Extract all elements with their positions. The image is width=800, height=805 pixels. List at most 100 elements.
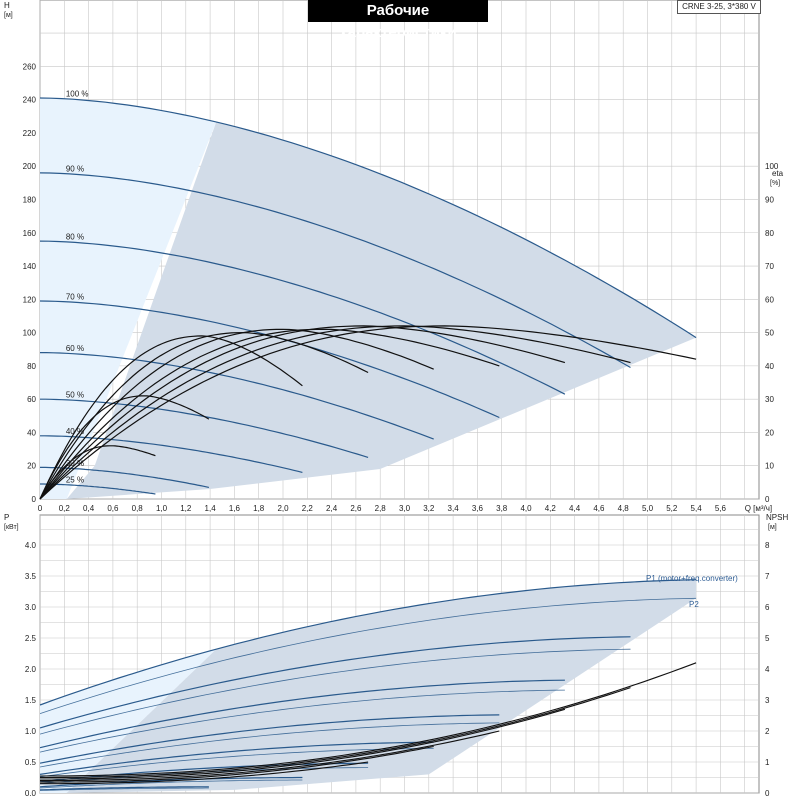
q-axis-tick-label: 0 [38,504,43,513]
p-axis-tick-label: 1.5 [25,696,37,705]
head-curve-label: 50 % [66,391,84,400]
head-curve-label: 100 % [66,90,89,99]
h-axis-tick-label: 140 [23,262,37,271]
q-axis-tick-label: 4,2 [545,504,557,513]
h-axis-tick-label: 240 [23,96,37,105]
npsh-curve [40,687,631,779]
p2-power-curve [39,748,434,778]
operating-region-dark [66,122,697,499]
efficiency-curve [39,325,631,500]
q-axis-tick-label: 0,8 [132,504,144,513]
head-curve [39,97,697,339]
npsh-axis-tick-label: 3 [765,696,770,705]
q-axis-tick-label: 0,2 [59,504,71,513]
q-axis-tick-label: 4,8 [618,504,630,513]
h-axis-tick-label: 40 [27,428,36,437]
eta-axis-tick-label: 60 [765,295,774,304]
p2-power-curve [39,648,631,735]
head-curve [39,240,566,395]
p-axis-tick-label: 4.0 [25,541,37,550]
npsh-axis-tick-label: 0 [765,789,770,798]
efficiency-curve [39,445,156,500]
eta-axis-tick-label: 30 [765,395,774,404]
p2-power-curve [39,779,303,789]
p2-power-curve [39,722,500,768]
h-axis-tick-label: 80 [27,362,36,371]
efficiency-curve [39,328,500,500]
q-axis-tick-label: 5,2 [666,504,678,513]
q-axis-tick-label: 3,0 [399,504,411,513]
head-curve [40,435,303,473]
p-axis-tick-label: 2.5 [25,634,37,643]
chart-title: Рабочие характеристики [308,0,488,41]
head-curve-label: 80 % [66,233,84,242]
q-axis-tick-label: 0,4 [83,504,95,513]
npsh-curve [40,708,566,780]
q-axis-tick-label: Q [м³/ч] [745,504,772,513]
h-axis-tick-label: 120 [23,295,37,304]
q-axis-tick-label: 2,2 [302,504,314,513]
q-axis-tick-label: 1,8 [253,504,265,513]
eta-axis-label: eta [772,169,784,178]
p1-power-curve [39,741,434,775]
h-axis-unit: [м] [4,12,13,19]
eta-axis-tick-label: 90 [765,195,774,204]
npsh-curve [40,730,500,782]
eta-axis-tick-label: 20 [765,428,774,437]
p1-series-label: P1 (motor+freq.converter) [646,574,738,583]
q-axis-tick-label: 4,0 [520,504,532,513]
head-curve-label: 70 % [66,293,84,302]
p-axis-tick-label: 1.0 [25,727,37,736]
q-axis-tick-label: 5,4 [691,504,703,513]
p-axis-tick-label: 0.0 [25,789,37,798]
h-axis-tick-label: 160 [23,229,37,238]
q-axis-tick-label: 1,4 [205,504,217,513]
q-axis-tick-label: 1,0 [156,504,168,513]
npsh-axis-tick-label: 1 [765,758,770,767]
power-region-light [40,649,217,793]
npsh-axis-unit: [м] [768,524,777,531]
q-axis-tick-label: 1,6 [229,504,241,513]
npsh-axis-tick-label: 5 [765,634,770,643]
q-axis-tick-label: 3,2 [423,504,435,513]
p-axis-label: P [4,513,9,522]
q-axis-tick-label: 4,4 [569,504,581,513]
p1-power-curve [39,679,565,749]
npsh-curve [39,662,697,777]
npsh-axis-tick-label: 6 [765,603,770,612]
eta-axis-tick-label: 50 [765,329,774,338]
npsh-axis-label: NPSH [766,513,788,522]
efficiency-curve [39,328,434,500]
eta-axis-tick-label: 0 [765,495,770,504]
p2-power-curve [39,597,697,714]
q-axis-tick-label: 5,6 [715,504,727,513]
eta-axis-tick-label: 70 [765,262,774,271]
q-axis-tick-label: 3,8 [496,504,508,513]
q-axis-tick-label: 2,6 [350,504,362,513]
q-axis-tick-label: 1,2 [180,504,192,513]
npsh-curve [40,745,434,783]
q-axis-tick-label: 3,6 [472,504,484,513]
head-curve [40,352,434,440]
p-axis-tick-label: 3.5 [25,572,37,581]
p-axis-tick-label: 3.0 [25,603,37,612]
q-axis-tick-label: 3,4 [448,504,460,513]
h-axis-tick-label: 100 [23,329,37,338]
h-axis-tick-label: 180 [23,195,37,204]
p2-power-curve [39,689,565,753]
h-axis-tick-label: 220 [23,129,37,138]
head-curve [39,172,631,369]
q-axis-tick-label: 2,4 [326,504,338,513]
p1-power-curve [39,636,631,729]
p1-power-curve [39,786,209,791]
p1-power-curve [39,762,369,783]
npsh-curve [40,761,369,785]
p1-power-curve [39,714,500,764]
h-axis-label: H [4,1,10,10]
h-axis-tick-label: 60 [27,395,36,404]
eta-axis-unit: [%] [770,180,780,187]
head-curve-label: 25 % [66,476,84,485]
h-axis-tick-label: 0 [32,495,37,504]
p2-series-label: P2 [689,600,699,609]
